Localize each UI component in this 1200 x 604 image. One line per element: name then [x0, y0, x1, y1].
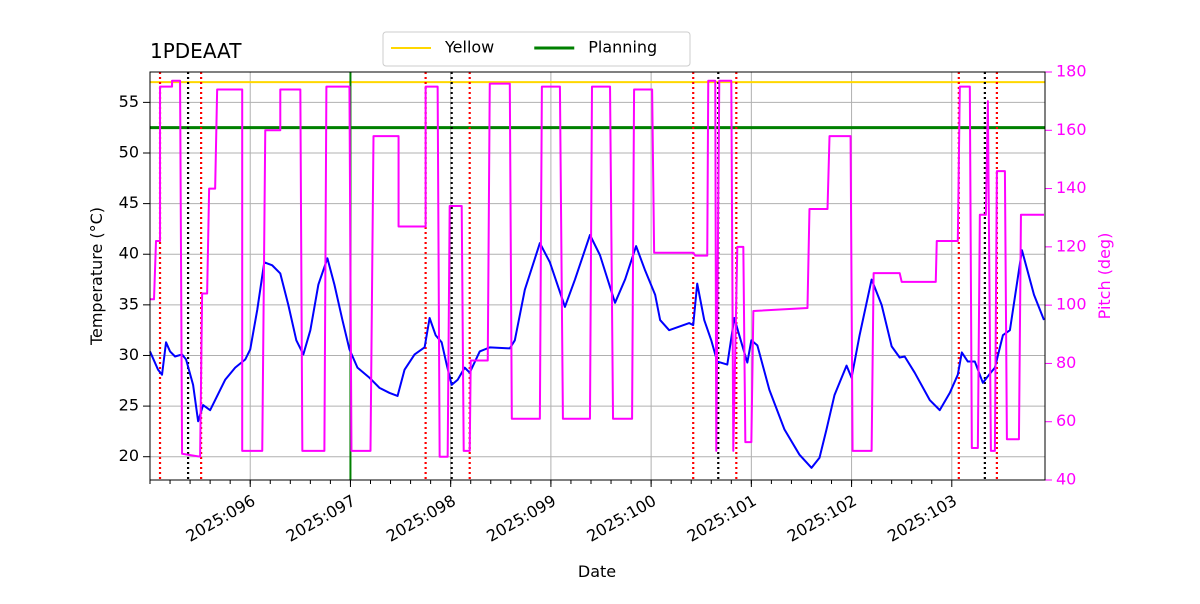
y2-tick-label: 40 — [1056, 470, 1076, 489]
x-tick-label: 2025:101 — [684, 491, 760, 546]
y-tick-label: 40 — [119, 244, 139, 263]
x-axis-label: Date — [578, 562, 616, 581]
data-line — [149, 234, 1045, 469]
x-tick-label: 2025:097 — [283, 491, 359, 546]
legend: Yellow Planning — [382, 31, 691, 67]
x-tick-label: 2025:098 — [383, 491, 459, 546]
y2-tick-label: 140 — [1056, 178, 1087, 197]
plot-frame — [149, 71, 1046, 481]
y-tick-label: 35 — [119, 294, 139, 313]
y2-tick-label: 160 — [1056, 120, 1087, 139]
x-tick-label: 2025:099 — [483, 491, 559, 546]
y2-axis-label: Pitch (deg) — [1095, 233, 1114, 320]
y2-tick-label: 120 — [1056, 236, 1087, 255]
data-line — [150, 79, 1044, 458]
x-tick-label: 2025:100 — [583, 491, 659, 546]
x-tick-label: 2025:103 — [884, 491, 960, 546]
y-axis-label: Temperature (°C) — [87, 207, 106, 346]
y2-tick-label: 100 — [1056, 295, 1087, 314]
legend-label: Yellow — [444, 38, 494, 57]
y2-tick-label: 80 — [1056, 353, 1076, 372]
y-tick-label: 30 — [119, 345, 139, 364]
y2-tick-label: 60 — [1056, 411, 1076, 430]
chart-title: 1PDEAAT — [150, 39, 242, 63]
y-tick-label: 55 — [119, 92, 139, 111]
y-tick-label: 20 — [119, 446, 139, 465]
legend-label: Planning — [588, 38, 657, 57]
x-tick-label: 2025:102 — [784, 491, 860, 546]
x-tick-label: 2025:096 — [183, 491, 259, 546]
y-tick-label: 25 — [119, 396, 139, 415]
y-tick-label: 50 — [119, 142, 139, 161]
y2-tick-label: 180 — [1056, 62, 1087, 81]
y-tick-label: 45 — [119, 193, 139, 212]
